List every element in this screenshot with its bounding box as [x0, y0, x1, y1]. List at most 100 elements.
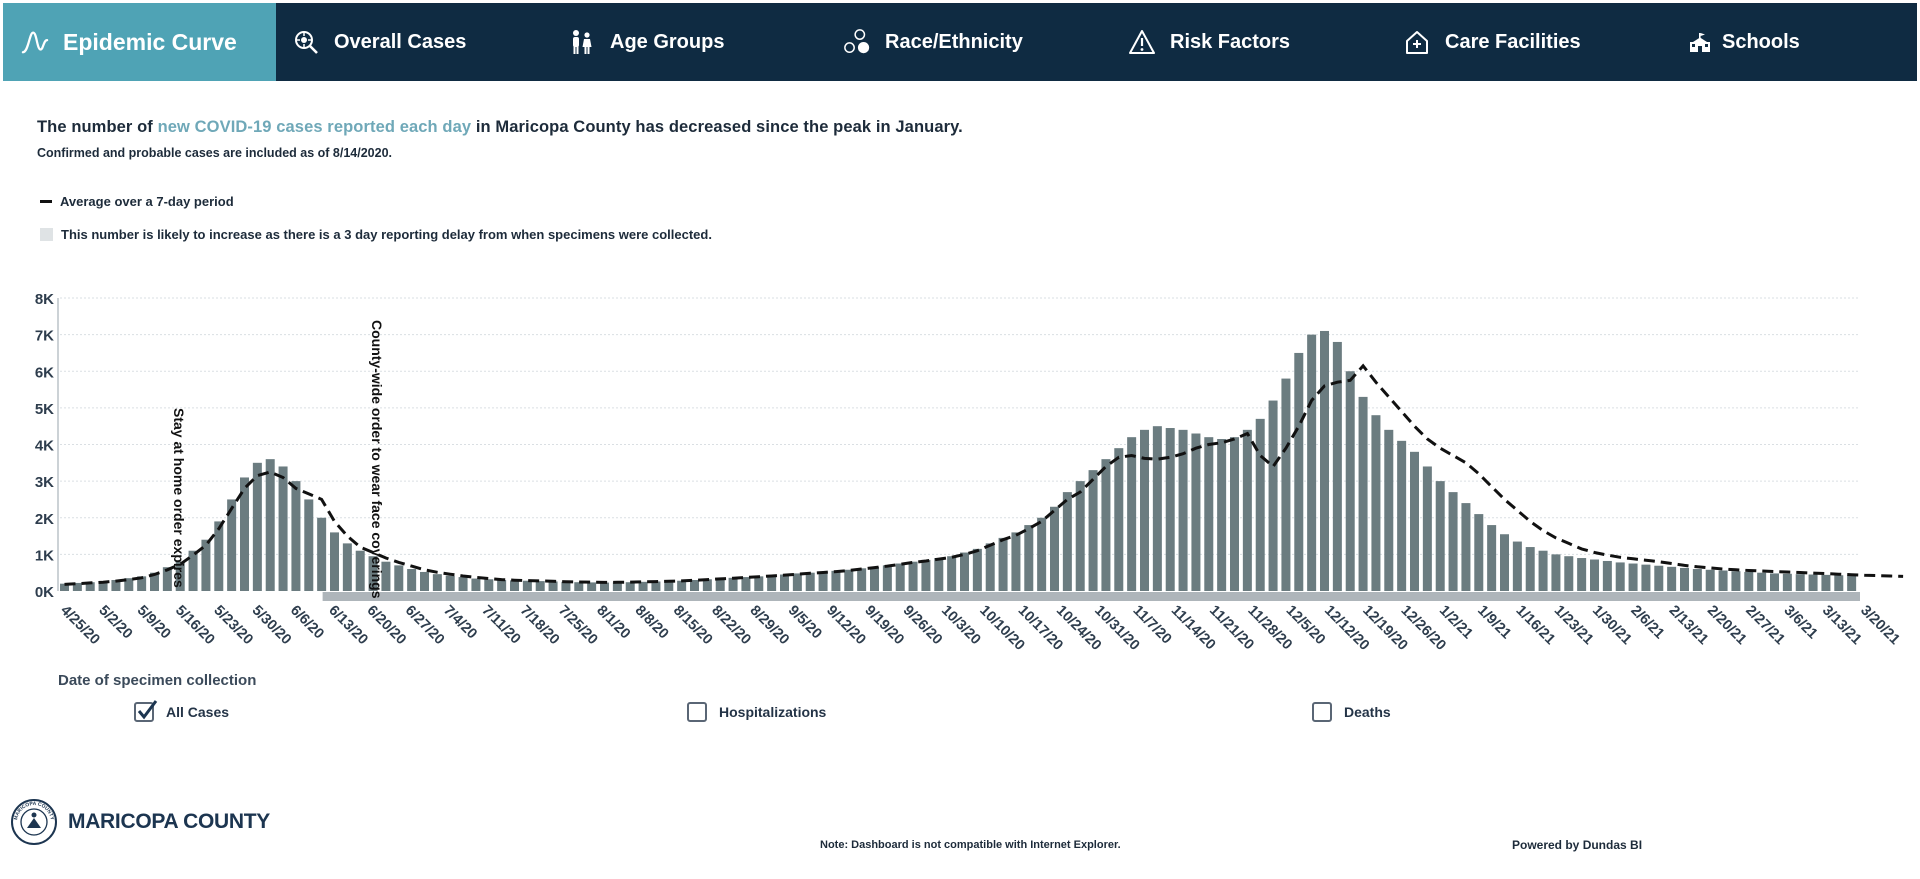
filter-deaths[interactable]: Deaths — [1312, 702, 1391, 722]
case-bar — [1345, 371, 1355, 591]
case-bar — [137, 576, 147, 591]
x-tick-label: 8/29/20 — [747, 603, 793, 649]
case-bar — [1024, 525, 1034, 591]
x-tick-label: 1/23/21 — [1551, 603, 1597, 649]
case-bar — [1281, 378, 1291, 591]
case-bar — [1332, 341, 1342, 591]
y-tick-label: 6K — [35, 364, 54, 381]
top-navigation: Epidemic Curve Overall Cases Age Groups … — [3, 3, 1917, 81]
headline-prefix: The number of — [37, 118, 158, 136]
tab-label: Schools — [1722, 30, 1800, 53]
case-bar — [445, 575, 455, 591]
case-bar — [124, 578, 134, 591]
case-bar — [342, 543, 352, 591]
case-bar — [72, 582, 82, 591]
filter-all-cases[interactable]: All Cases — [134, 700, 229, 722]
x-tick-label: 1/9/21 — [1474, 603, 1514, 643]
x-tick-label: 5/16/20 — [172, 603, 218, 649]
case-bar — [111, 580, 121, 591]
x-tick-label: 5/23/20 — [210, 603, 256, 649]
case-bar — [664, 581, 674, 591]
dash-line-icon — [40, 200, 52, 203]
school-icon — [1686, 28, 1714, 56]
case-bar — [1487, 525, 1497, 591]
checkbox-checked-icon[interactable] — [134, 700, 158, 722]
case-bar — [844, 569, 854, 591]
x-tick-label: 1/16/21 — [1512, 603, 1558, 649]
x-tick-label: 5/30/20 — [249, 603, 295, 649]
x-tick-label: 6/27/20 — [402, 603, 448, 649]
case-bar — [1165, 428, 1175, 591]
case-bar — [548, 581, 558, 591]
case-bar — [754, 576, 764, 591]
case-bar — [1847, 575, 1857, 591]
case-bar — [162, 567, 172, 591]
case-bar — [1821, 574, 1831, 591]
case-bar — [85, 582, 95, 591]
checkbox-icon[interactable] — [687, 702, 707, 722]
tab-overall-cases[interactable]: Overall Cases — [276, 3, 550, 81]
case-bar — [1191, 433, 1201, 591]
case-bar — [677, 580, 687, 591]
y-tick-label: 1K — [35, 547, 54, 564]
case-bar — [831, 570, 841, 591]
case-bar — [1230, 437, 1239, 591]
case-bar — [1075, 481, 1085, 591]
case-bar — [522, 580, 532, 591]
case-bar — [214, 521, 224, 591]
legend-average-label: Average over a 7-day period — [60, 194, 234, 209]
seven-day-average-line — [64, 363, 1904, 586]
case-bar — [908, 561, 918, 591]
headline: The number of new COVID-19 cases reporte… — [37, 118, 963, 137]
x-tick-label: 8/22/20 — [708, 603, 754, 649]
legend-average: Average over a 7-day period — [40, 194, 234, 209]
tab-risk-factors[interactable]: Risk Factors — [1100, 3, 1375, 81]
tab-label: Race/Ethnicity — [885, 30, 1023, 53]
tab-race-ethnicity[interactable]: Race/Ethnicity — [825, 3, 1100, 81]
case-bar — [1705, 569, 1715, 591]
case-bar — [1538, 550, 1548, 591]
case-bar — [574, 582, 584, 591]
case-bar — [1140, 429, 1149, 591]
tab-label: Care Facilities — [1445, 30, 1581, 53]
checkbox-icon[interactable] — [1312, 702, 1332, 722]
case-bar — [420, 571, 429, 591]
case-bar — [150, 572, 159, 591]
tab-epidemic-curve[interactable]: Epidemic Curve — [3, 3, 276, 81]
house-plus-icon — [1403, 28, 1431, 56]
case-bar — [638, 581, 648, 591]
case-bar — [561, 581, 571, 591]
case-bar — [1782, 573, 1792, 591]
case-bar — [1384, 429, 1394, 591]
case-bar — [330, 532, 339, 591]
case-bar — [240, 477, 249, 591]
case-bar — [1512, 541, 1522, 591]
case-bar — [1795, 574, 1805, 591]
tab-label: Epidemic Curve — [63, 28, 237, 55]
x-tick-label: 8/8/20 — [632, 603, 672, 643]
case-bar — [1204, 437, 1214, 591]
x-tick-label: 6/13/20 — [325, 603, 371, 649]
case-bar — [188, 550, 198, 591]
x-tick-label: 9/26/20 — [900, 603, 946, 649]
case-bar — [381, 561, 391, 591]
case-bar — [1692, 569, 1702, 591]
case-bar — [1320, 330, 1329, 591]
case-bar — [612, 582, 622, 591]
case-bar — [1551, 554, 1561, 591]
case-bar — [1307, 334, 1317, 591]
case-bar — [792, 573, 802, 591]
case-bar — [1422, 466, 1432, 591]
compatibility-note: Note: Dashboard is not compatible with I… — [820, 839, 1121, 851]
tab-care-facilities[interactable]: Care Facilities — [1375, 3, 1650, 81]
case-bar — [1500, 534, 1509, 591]
case-bar — [1268, 400, 1278, 591]
tab-schools[interactable]: Schools — [1650, 3, 1917, 81]
tab-age-groups[interactable]: Age Groups — [550, 3, 825, 81]
case-bar — [728, 577, 738, 591]
case-bar — [1371, 415, 1381, 591]
filter-hospitalizations[interactable]: Hospitalizations — [687, 702, 826, 722]
case-bar — [278, 466, 288, 591]
case-bar — [972, 548, 982, 591]
case-bar — [702, 579, 712, 591]
